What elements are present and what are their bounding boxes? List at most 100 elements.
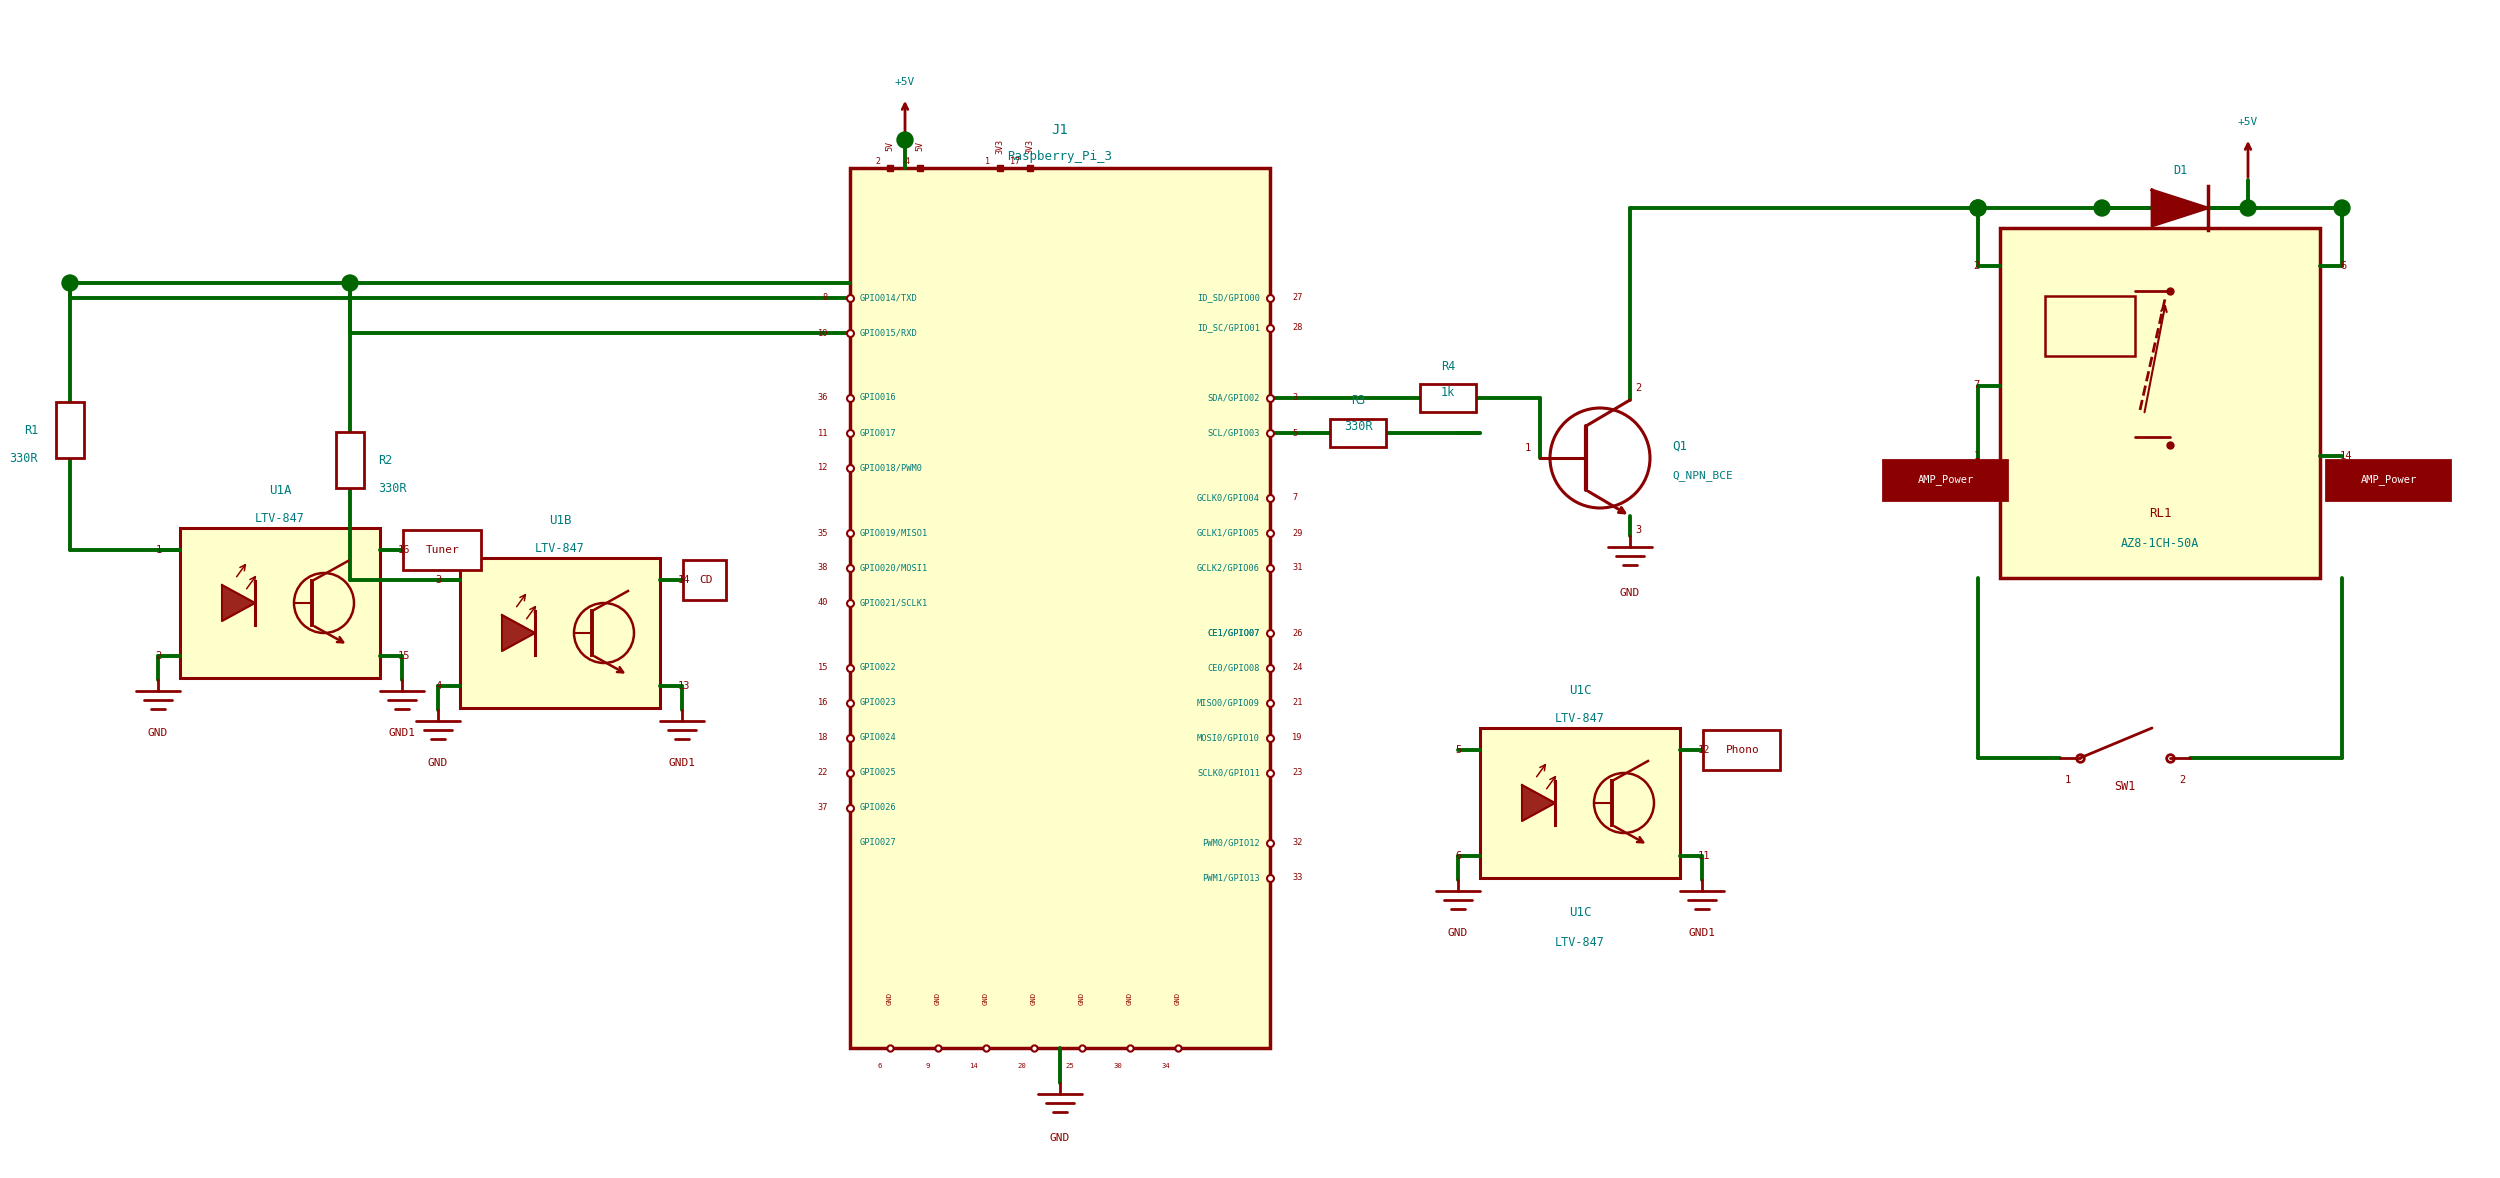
Text: 40: 40 bbox=[818, 598, 828, 608]
Text: U1A: U1A bbox=[270, 483, 290, 496]
Text: 14: 14 bbox=[678, 575, 690, 585]
Text: GPIO020/MOSI1: GPIO020/MOSI1 bbox=[860, 563, 928, 573]
Text: GND: GND bbox=[982, 992, 990, 1005]
Circle shape bbox=[2335, 200, 2350, 216]
Polygon shape bbox=[1522, 785, 1555, 821]
Text: LTV-847: LTV-847 bbox=[1555, 937, 1605, 949]
Bar bbox=[1330, 419, 1385, 446]
Bar bbox=[2000, 229, 2320, 578]
Text: LTV-847: LTV-847 bbox=[1555, 712, 1605, 724]
Text: 25: 25 bbox=[1065, 1063, 1075, 1068]
Text: 15: 15 bbox=[818, 663, 828, 673]
Text: 27: 27 bbox=[1292, 293, 1302, 303]
Text: GND: GND bbox=[1030, 992, 1038, 1005]
Text: 12: 12 bbox=[1698, 744, 1710, 755]
Text: SW1: SW1 bbox=[2115, 780, 2135, 793]
Circle shape bbox=[898, 132, 912, 148]
Text: 22: 22 bbox=[818, 768, 828, 777]
Text: Q_NPN_BCE: Q_NPN_BCE bbox=[1672, 470, 1732, 482]
Text: MISO0/GPIO09: MISO0/GPIO09 bbox=[1198, 699, 1260, 708]
Text: 24: 24 bbox=[1292, 663, 1302, 673]
Text: GPIO017: GPIO017 bbox=[860, 429, 897, 437]
Text: 15: 15 bbox=[398, 651, 410, 661]
Text: 28: 28 bbox=[1292, 324, 1302, 332]
Text: CE1/GPIO07: CE1/GPIO07 bbox=[1208, 629, 1260, 637]
Bar bbox=[2045, 296, 2135, 356]
Text: 30: 30 bbox=[1112, 1063, 1122, 1068]
Circle shape bbox=[62, 274, 78, 291]
Text: GND: GND bbox=[428, 757, 448, 768]
Text: RL1: RL1 bbox=[2150, 507, 2170, 519]
Text: 26: 26 bbox=[1292, 629, 1302, 637]
Text: 6: 6 bbox=[2340, 262, 2345, 271]
Text: 20: 20 bbox=[1017, 1063, 1025, 1068]
Bar bbox=[460, 558, 660, 708]
Text: 16: 16 bbox=[398, 545, 410, 555]
Text: GPIO024: GPIO024 bbox=[860, 734, 897, 742]
Text: 1: 1 bbox=[1975, 450, 1980, 461]
Text: 13: 13 bbox=[678, 681, 690, 691]
Text: 4: 4 bbox=[905, 158, 910, 166]
Text: 3: 3 bbox=[1635, 525, 1640, 535]
Text: 11: 11 bbox=[1698, 851, 1710, 861]
Circle shape bbox=[342, 274, 357, 291]
Bar bbox=[55, 402, 85, 458]
Text: GPIO018/PWM0: GPIO018/PWM0 bbox=[860, 463, 922, 472]
Text: GPIO016: GPIO016 bbox=[860, 393, 897, 403]
Text: 8: 8 bbox=[822, 293, 828, 303]
Text: 2: 2 bbox=[155, 651, 162, 661]
Text: GND: GND bbox=[1128, 992, 1132, 1005]
Text: 36: 36 bbox=[818, 393, 828, 403]
Text: 32: 32 bbox=[1292, 839, 1302, 847]
Text: GND1: GND1 bbox=[388, 728, 415, 737]
Bar bbox=[180, 528, 380, 679]
Text: GND: GND bbox=[1080, 992, 1085, 1005]
Text: GND: GND bbox=[888, 992, 892, 1005]
Text: 14: 14 bbox=[2340, 450, 2352, 461]
Text: ID_SC/GPIO01: ID_SC/GPIO01 bbox=[1198, 324, 1260, 332]
Circle shape bbox=[2240, 200, 2255, 216]
Text: 4: 4 bbox=[435, 681, 442, 691]
Bar bbox=[2325, 459, 2450, 499]
Text: +5V: +5V bbox=[895, 77, 915, 87]
Text: 1: 1 bbox=[1525, 443, 1530, 454]
Text: 7: 7 bbox=[1292, 494, 1298, 503]
Text: 10: 10 bbox=[818, 329, 828, 338]
Text: GPIO023: GPIO023 bbox=[860, 699, 897, 708]
Text: LTV-847: LTV-847 bbox=[255, 511, 305, 524]
Text: 3V3: 3V3 bbox=[995, 139, 1005, 153]
Text: Phono: Phono bbox=[1725, 744, 1760, 755]
Text: J1: J1 bbox=[1052, 123, 1068, 137]
Text: 1: 1 bbox=[985, 158, 990, 166]
Text: SDA/GPIO02: SDA/GPIO02 bbox=[1208, 393, 1260, 403]
Text: GPIO014/TXD: GPIO014/TXD bbox=[860, 293, 917, 303]
Text: 38: 38 bbox=[818, 563, 828, 573]
Text: GND1: GND1 bbox=[1688, 928, 1715, 938]
Text: CE0/GPIO08: CE0/GPIO08 bbox=[1208, 663, 1260, 673]
Polygon shape bbox=[2152, 190, 2208, 226]
Text: U1B: U1B bbox=[550, 514, 570, 527]
Text: 14: 14 bbox=[970, 1063, 978, 1068]
Polygon shape bbox=[222, 585, 255, 621]
Text: LTV-847: LTV-847 bbox=[535, 542, 585, 555]
Text: 5: 5 bbox=[1455, 744, 1462, 755]
Text: 16: 16 bbox=[818, 699, 828, 708]
Text: 18: 18 bbox=[818, 734, 828, 742]
Text: 3: 3 bbox=[1292, 393, 1298, 403]
Circle shape bbox=[2095, 200, 2110, 216]
Text: 5: 5 bbox=[1292, 429, 1298, 437]
Text: AZ8-1CH-50A: AZ8-1CH-50A bbox=[2120, 536, 2200, 549]
Bar bbox=[850, 168, 1270, 1048]
Text: 21: 21 bbox=[1292, 699, 1302, 708]
Bar bbox=[335, 432, 365, 488]
Text: U1C: U1C bbox=[1570, 683, 1592, 696]
Bar bbox=[1882, 459, 2008, 499]
Circle shape bbox=[1970, 200, 1985, 216]
Text: 1: 1 bbox=[2065, 775, 2070, 785]
Bar bbox=[402, 530, 480, 570]
Text: GPIO015/RXD: GPIO015/RXD bbox=[860, 329, 917, 338]
Text: 12: 12 bbox=[818, 463, 828, 472]
Text: 6: 6 bbox=[1455, 851, 1462, 861]
Text: 3V3: 3V3 bbox=[1025, 139, 1035, 153]
Text: MOSI0/GPIO10: MOSI0/GPIO10 bbox=[1198, 734, 1260, 742]
